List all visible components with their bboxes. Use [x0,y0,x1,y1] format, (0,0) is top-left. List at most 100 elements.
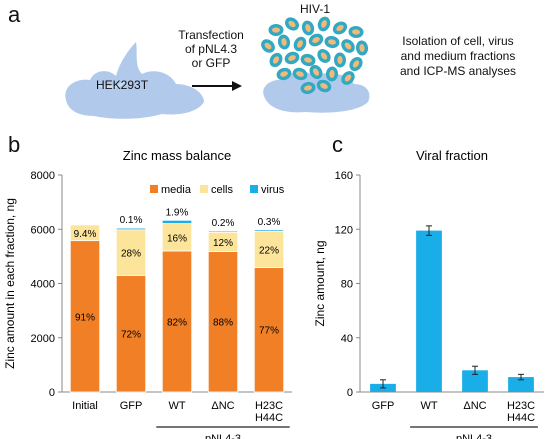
chart-b-bar-virus [207,230,239,233]
virus-particle-core [272,27,280,33]
chart-b-legend-label: cells [211,184,234,196]
chart-c-ytick-label: 40 [341,333,353,345]
virus-particle [277,34,291,50]
virus-particle-core [281,38,287,46]
virus-particle [261,39,275,53]
virus-particle-core [320,52,328,60]
chart-c-title: Viral fraction [416,148,488,163]
isolation-line-1: Isolation of cell, virus [402,34,514,48]
chart-b-bar-virus [253,229,285,232]
panel-c-letter: c [332,132,343,157]
chart-c-xtick-label: GFP [372,400,395,412]
virus-particle-core [352,29,360,35]
virus-particle [301,20,315,36]
virus-particle-core [288,55,296,61]
chart-b-xtick-label: ΔNC [211,400,234,412]
hek293t-cell-illustration [65,42,204,119]
virus-particle [317,16,331,32]
virus-particle-core [304,85,312,91]
chart-b-xtick-label: Initial [72,400,98,412]
chart-c-bar [462,370,488,392]
virus-particle [300,53,316,67]
virus-particle-core [280,71,288,77]
virus-particle-core [304,57,312,63]
chart-b-legend-swatch [250,185,258,193]
virus-particle-core [329,70,335,78]
virus-particle-core [296,71,304,77]
chart-b-legend-swatch [150,185,158,193]
virus-particle-core [272,56,280,64]
chart-b-ylabel: Zinc amount in each fraction, ng [3,198,17,369]
virus-particle [341,39,355,53]
chart-c-xtick-label: ΔNC [463,400,486,412]
chart-c-ytick-label: 120 [335,224,353,236]
hiv1-infected-cells-illustration [261,16,370,113]
chart-b-bar-media [115,274,147,393]
chart-b-data-label: 91% [75,312,95,323]
chart-b-ytick-label: 4000 [31,279,55,291]
isolation-line-3: and ICP-MS analyses [399,64,517,78]
isolation-line-2: and medium fractions [400,49,516,63]
chart-b-data-label: 0.3% [258,217,281,228]
virus-particle-core [320,83,328,89]
chart-b-xtick-label: H23C [255,400,283,412]
chart-b-data-label: 22% [259,245,279,256]
virus-particle [285,17,299,31]
virus-particle-core [264,42,272,50]
virus-particle [284,51,300,65]
chart-c-xtick-label: H44C [507,412,535,424]
transfection-arrow [192,81,242,91]
chart-c-bar [508,377,534,392]
chart-b-bar-cells [69,224,101,242]
virus-particle [300,81,316,95]
chart-c-ytick-label: 80 [341,279,353,291]
chart-b-bar-virus [161,219,193,224]
chart-c-xtick-label: H23C [507,400,535,412]
virus-particle-core [359,44,365,52]
virus-particle [269,52,283,68]
chart-b-data-label: 88% [213,318,233,329]
virus-particle [309,64,323,80]
virus-particle-core [305,24,311,32]
chart-b-data-label: 16% [167,233,187,244]
chart-b-data-label: 0.1% [120,215,143,226]
virus-particle [348,25,364,39]
virus-particle [317,49,331,63]
chart-c-xtick-label: WT [420,400,437,412]
virus-particle-core [312,68,320,76]
transfection-line-2: of pNL4.3 [184,42,238,56]
chart-b-data-label: 28% [121,249,141,260]
virus-particle-core [336,24,344,32]
virus-particle [333,52,347,68]
transfection-label: Transfection of pNL4.3 or GFP [172,28,250,70]
chart-b-legend-label: virus [261,184,285,196]
viral-fraction-chart: Viral fraction Zinc amount, ng 0 40 80 120 160… [313,148,544,439]
hek293t-label: HEK293T [96,78,149,92]
virus-particle [341,71,355,85]
virus-particle [355,40,369,56]
virus-particle-core [344,42,352,50]
chart-b-data-label: 77% [259,326,279,337]
chart-b-data-label: 72% [121,330,141,341]
chart-b-legend-swatch [200,185,208,193]
zinc-mass-balance-chart: Zinc mass balance Zinc amount in each fra… [3,148,292,439]
chart-b-bar-cells [253,231,285,268]
virus-particle [324,35,340,49]
transfection-line-1: Transfection [178,28,244,42]
chart-b-xtick-label: WT [168,400,185,412]
virus-particle-core [312,37,320,43]
chart-b-legend-label: media [161,184,192,196]
transfection-line-3: or GFP [191,56,231,70]
virus-particle [268,24,284,36]
virus-particle [332,21,348,35]
chart-c-ytick-label: 160 [335,170,353,182]
chart-c-ytick-label: 0 [347,387,353,399]
panel-a-letter: a [8,2,21,27]
chart-b-xtick-label: H44C [255,412,283,424]
chart-b-ytick-label: 6000 [31,224,55,236]
virus-particle-core [328,39,336,45]
chart-c-group-label: pNL4-3 [456,433,492,439]
chart-b-data-label: 12% [213,238,233,249]
virus-particle [293,36,307,52]
virus-particle [349,56,363,72]
